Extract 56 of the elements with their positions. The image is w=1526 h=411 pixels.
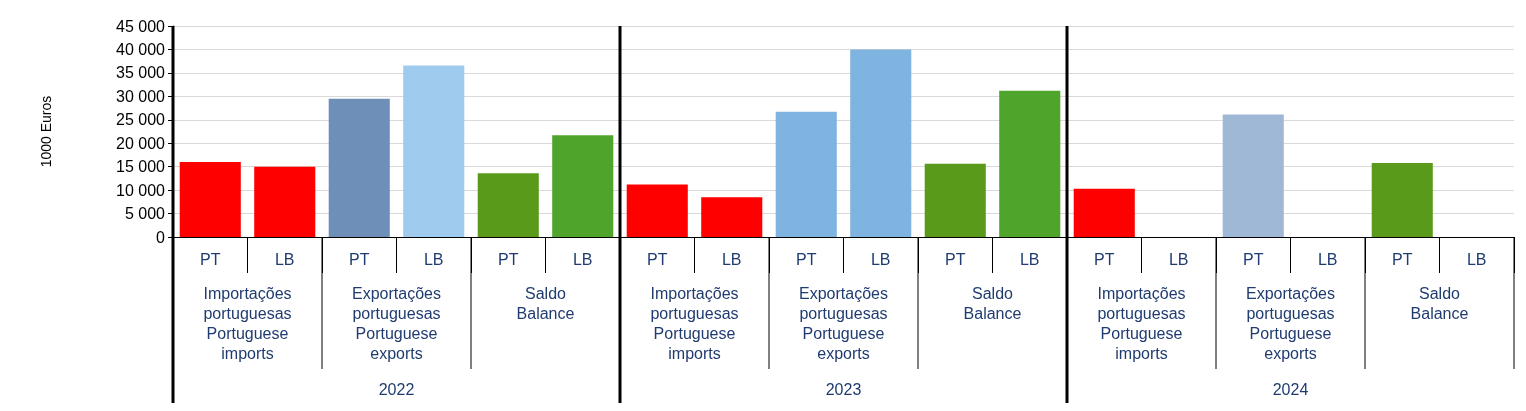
- text: Exportações portuguesas Portuguese exports: [1246, 284, 1335, 362]
- text: Importações portuguesas Portuguese imports: [650, 284, 739, 362]
- text: Saldo Balance: [963, 284, 1022, 322]
- text: Exportações portuguesas Portuguese exports: [352, 284, 441, 362]
- bar: [477, 173, 539, 237]
- x-tick-label: LB: [423, 250, 444, 268]
- x-tick-label: PT: [498, 250, 519, 268]
- bar: [254, 166, 316, 237]
- y-tick-label: 45 000: [116, 17, 166, 35]
- x-tick-label: PT: [1392, 250, 1413, 268]
- text: Importações portuguesas Portuguese imports: [203, 284, 292, 362]
- x-tick-label: LB: [870, 250, 891, 268]
- x-tick-label: LB: [1168, 250, 1189, 268]
- bar: [1371, 162, 1433, 237]
- text: Importações portuguesas Portuguese imports: [1097, 284, 1186, 362]
- y-tick-label: 25 000: [116, 111, 166, 129]
- text: 2024: [1272, 380, 1309, 398]
- y-tick-label: 10 000: [116, 181, 166, 199]
- bar: [924, 163, 986, 237]
- x-tick-label: LB: [1317, 250, 1338, 268]
- x-tick-label: PT: [349, 250, 370, 268]
- x-tick-label: LB: [572, 250, 593, 268]
- text: Saldo Balance: [516, 284, 575, 322]
- y-tick-label: 5 000: [124, 205, 166, 223]
- x-tick-label: LB: [274, 250, 295, 268]
- bar: [552, 135, 614, 237]
- text: 2022: [378, 380, 415, 398]
- bar: [328, 98, 390, 237]
- y-tick-label: 20 000: [116, 134, 166, 152]
- y-tick-label: 15 000: [116, 158, 166, 176]
- y-tick-label: 30 000: [116, 87, 166, 105]
- bar: [179, 161, 241, 237]
- bar: [1073, 188, 1135, 237]
- bar: [775, 111, 837, 237]
- x-tick-label: LB: [1466, 250, 1487, 268]
- x-tick-label: PT: [1094, 250, 1115, 268]
- bar: [1222, 114, 1284, 237]
- bar: [701, 197, 763, 237]
- text: Saldo Balance: [1410, 284, 1469, 322]
- x-tick-label: PT: [1243, 250, 1264, 268]
- text: 2023: [825, 380, 862, 398]
- x-tick-label: LB: [721, 250, 742, 268]
- y-axis-title: 1000 Euros: [38, 95, 54, 168]
- x-tick-label: PT: [200, 250, 221, 268]
- bar: [403, 65, 465, 237]
- text: Exportações portuguesas Portuguese exports: [799, 284, 888, 362]
- y-tick-label: 0: [156, 228, 166, 246]
- bar: [626, 184, 688, 237]
- bar: [999, 90, 1061, 237]
- x-tick-label: PT: [945, 250, 966, 268]
- x-tick-label: LB: [1019, 250, 1040, 268]
- x-tick-label: PT: [796, 250, 817, 268]
- y-tick-label: 35 000: [116, 64, 166, 82]
- y-tick-label: 40 000: [116, 40, 166, 58]
- x-tick-label: PT: [647, 250, 668, 268]
- bar: [850, 49, 912, 237]
